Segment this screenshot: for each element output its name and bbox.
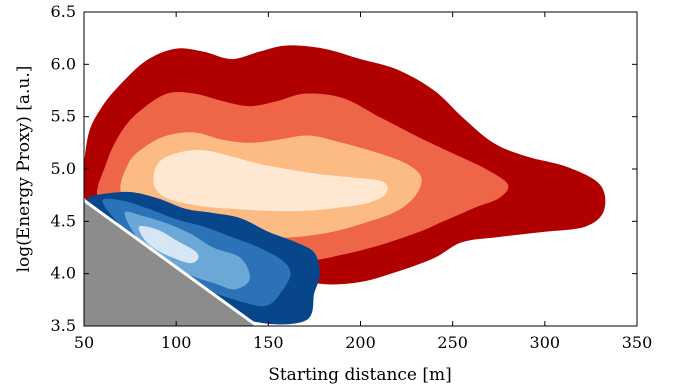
contour-fills (84, 45, 606, 326)
y-tick-label: 5.5 (51, 107, 76, 126)
reds-contour-level-4 (153, 150, 388, 212)
y-tick-label: 4.5 (51, 211, 76, 230)
y-tick-label: 5.0 (51, 159, 76, 178)
x-tick-label: 200 (345, 333, 376, 352)
y-tick-label: 3.5 (51, 316, 76, 335)
tick-labels: 50 100 150 200 250 300 350 3.5 4.0 4.5 5.0 5.5 6.0 6.… (51, 2, 653, 352)
y-tick-label: 6.5 (51, 2, 76, 21)
y-tick-label: 6.0 (51, 54, 76, 73)
x-tick-label: 100 (161, 333, 192, 352)
x-tick-label: 350 (622, 333, 653, 352)
y-tick-label: 4.0 (51, 264, 76, 283)
x-tick-label: 50 (74, 333, 94, 352)
x-axis-label: Starting distance [m] (268, 365, 452, 385)
x-tick-label: 250 (437, 333, 468, 352)
gray-region-edge (84, 199, 259, 326)
x-tick-label: 150 (253, 333, 284, 352)
blues-contour-level-4 (138, 225, 199, 264)
y-axis-label: log(Energy Proxy) [a.u.] (14, 66, 34, 273)
x-tick-label: 300 (530, 333, 561, 352)
plot-frame (83, 11, 638, 327)
